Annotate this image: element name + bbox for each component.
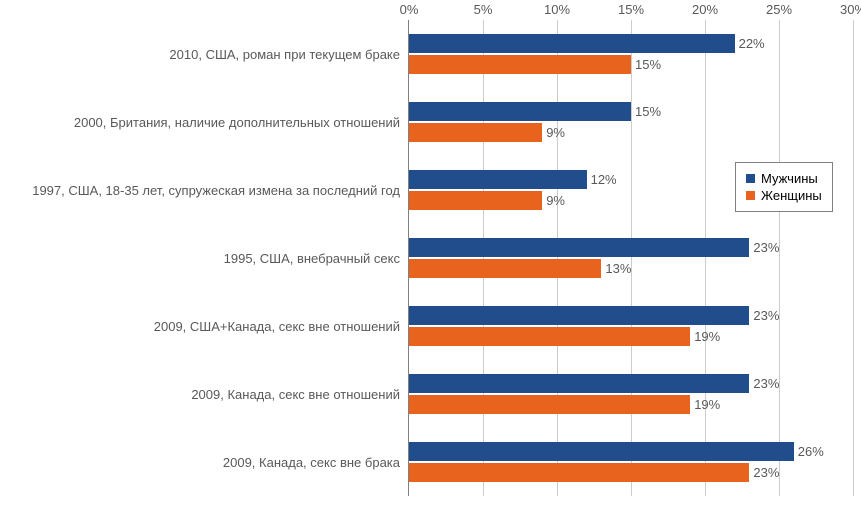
bar-value-label: 23% [749, 238, 779, 257]
legend-swatch [746, 191, 755, 200]
bar-value-label: 13% [601, 259, 631, 278]
bar: 23% [409, 306, 749, 325]
bar-chart: 0%5%10%15%20%25%30%22%15%15%9%12%9%23%13… [0, 0, 861, 510]
bar-value-label: 26% [794, 442, 824, 461]
bar: 9% [409, 123, 542, 142]
legend-label: Мужчины [761, 171, 818, 186]
plot-area: 0%5%10%15%20%25%30%22%15%15%9%12%9%23%13… [408, 20, 852, 496]
x-tick-label: 10% [544, 2, 570, 17]
bar-value-label: 19% [690, 327, 720, 346]
bar-value-label: 15% [631, 102, 661, 121]
legend-item: Женщины [746, 188, 822, 203]
bar-row: 15% 9% [409, 88, 852, 156]
bar: 12% [409, 170, 587, 189]
bar-value-label: 23% [749, 463, 779, 482]
bar: 13% [409, 259, 601, 278]
category-label: 2009, США+Канада, секс вне отношений [4, 292, 404, 360]
bar-value-label: 15% [631, 55, 661, 74]
category-label: 2009, Канада, секс вне отношений [4, 360, 404, 428]
bar-value-label: 23% [749, 374, 779, 393]
bar-value-label: 12% [587, 170, 617, 189]
legend-swatch [746, 174, 755, 183]
bar-row: 23% 19% [409, 360, 852, 428]
x-tick-label: 20% [692, 2, 718, 17]
bar-value-label: 19% [690, 395, 720, 414]
bar: 23% [409, 374, 749, 393]
bar-row: 23% 19% [409, 292, 852, 360]
bar: 15% [409, 55, 631, 74]
bar-value-label: 9% [542, 123, 565, 142]
bar-row: 26% 23% [409, 428, 852, 496]
bar: 9% [409, 191, 542, 210]
legend-item: Мужчины [746, 171, 822, 186]
x-tick-label: 30% [840, 2, 861, 17]
bar-row: 23% 13% [409, 224, 852, 292]
bar-value-label: 22% [735, 34, 765, 53]
x-tick-label: 25% [766, 2, 792, 17]
bar: 15% [409, 102, 631, 121]
x-tick-label: 5% [474, 2, 493, 17]
bar: 19% [409, 395, 690, 414]
bar: 19% [409, 327, 690, 346]
category-label: 2010, США, роман при текущем браке [4, 20, 404, 88]
x-tick-label: 0% [400, 2, 419, 17]
bar-row: 22% 15% [409, 20, 852, 88]
category-label: 1997, США, 18-35 лет, супружеская измена… [4, 156, 404, 224]
bar: 23% [409, 463, 749, 482]
legend: Мужчины Женщины [735, 162, 833, 212]
legend-label: Женщины [761, 188, 822, 203]
bar: 23% [409, 238, 749, 257]
category-label: 1995, США, внебрачный секс [4, 224, 404, 292]
category-label: 2000, Британия, наличие дополнительных о… [4, 88, 404, 156]
gridline [853, 20, 854, 496]
bar: 26% [409, 442, 794, 461]
bar-value-label: 23% [749, 306, 779, 325]
bar: 22% [409, 34, 735, 53]
bar-value-label: 9% [542, 191, 565, 210]
x-tick-label: 15% [618, 2, 644, 17]
category-label: 2009, Канада, секс вне брака [4, 428, 404, 496]
